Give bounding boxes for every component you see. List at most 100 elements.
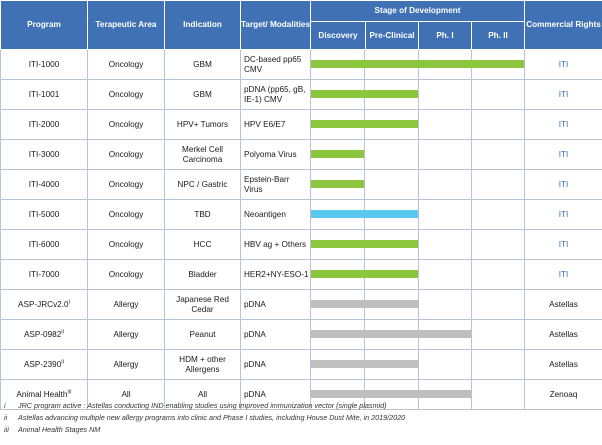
table-row: ASP-JRCv2.0I Allergy Japanese Red Cedar pDN… bbox=[0, 289, 602, 320]
indication-cell: HCC bbox=[164, 229, 241, 260]
stage-cell bbox=[310, 49, 525, 80]
table-row: Animal HealthIII All All pDNA Zenoaq bbox=[0, 379, 602, 410]
footnote: iii Animal Health Stages NM bbox=[0, 424, 602, 436]
header-stage: Stage of Development bbox=[310, 0, 525, 22]
indication-cell: HPV+ Tumors bbox=[164, 109, 241, 140]
program-name: ITI-4000 bbox=[28, 179, 60, 189]
footnote-text: Astellas advancing multiple new allergy … bbox=[18, 413, 406, 422]
footnote-number: ii bbox=[4, 413, 8, 422]
program-name: ITI-6000 bbox=[28, 239, 60, 249]
stage-progress-bar bbox=[311, 210, 418, 218]
program-name: ITI-5000 bbox=[28, 209, 60, 219]
program-cell: ITI-1000 bbox=[0, 49, 88, 80]
area-cell: Oncology bbox=[87, 79, 165, 110]
rights-cell: Astellas bbox=[524, 349, 602, 380]
stage-cell bbox=[310, 79, 525, 110]
table-row: ITI-2000 Oncology HPV+ Tumors HPV E6/E7 ITI bbox=[0, 109, 602, 140]
table-row: ASP-2390II Allergy HDM + other Allergens pD… bbox=[0, 349, 602, 380]
rights-cell: ITI bbox=[524, 109, 602, 140]
header-stage-ph1: Ph. I bbox=[418, 21, 472, 50]
indication-cell: HDM + other Allergens bbox=[164, 349, 241, 380]
stage-cell bbox=[310, 349, 525, 380]
footnote-number: iii bbox=[4, 425, 9, 434]
program-cell: ITI-6000 bbox=[0, 229, 88, 260]
table-row: ITI-6000 Oncology HCC HBV ag + Others ITI bbox=[0, 229, 602, 260]
program-cell: ASP-JRCv2.0I bbox=[0, 289, 88, 320]
header-stage-ph2: Ph. II bbox=[471, 21, 525, 50]
stage-progress-bar bbox=[311, 390, 471, 398]
header-therapeutic-area: Terapeutic Area bbox=[87, 0, 165, 50]
target-cell: pDNA bbox=[240, 289, 311, 320]
footnote: i JRC program active : Astellas conductin… bbox=[0, 400, 602, 412]
program-footnote-ref: II bbox=[61, 328, 65, 335]
header-indication: Indication bbox=[164, 0, 241, 50]
program-cell: ITI-3000 bbox=[0, 139, 88, 170]
area-cell: Oncology bbox=[87, 49, 165, 80]
area-cell: Oncology bbox=[87, 259, 165, 290]
footnotes: i JRC program active : Astellas conductin… bbox=[0, 400, 602, 436]
area-cell: Oncology bbox=[87, 109, 165, 140]
program-name: ASP-2390 bbox=[23, 359, 62, 369]
stage-progress-bar bbox=[311, 270, 418, 278]
program-cell: ITI-2000 bbox=[0, 109, 88, 140]
footnote-number: i bbox=[4, 401, 6, 410]
area-cell: Oncology bbox=[87, 199, 165, 230]
area-cell: Allergy bbox=[87, 289, 165, 320]
target-cell: pDNA bbox=[240, 349, 311, 380]
rights-cell: ITI bbox=[524, 259, 602, 290]
stage-cell bbox=[310, 289, 525, 320]
program-name: ITI-3000 bbox=[28, 149, 60, 159]
rights-cell: ITI bbox=[524, 79, 602, 110]
footnote-text: Animal Health Stages NM bbox=[18, 425, 101, 434]
stage-cell bbox=[310, 229, 525, 260]
stage-progress-bar bbox=[311, 120, 418, 128]
target-cell: pDNA bbox=[240, 319, 311, 350]
target-cell: HBV ag + Others bbox=[240, 229, 311, 260]
table-row: ASP-0982II Allergy Peanut pDNA Astellas bbox=[0, 319, 602, 350]
footnote: ii Astellas advancing multiple new allerg… bbox=[0, 412, 602, 424]
area-cell: Allergy bbox=[87, 349, 165, 380]
program-name: Animal Health bbox=[16, 389, 68, 399]
stage-cell bbox=[310, 319, 525, 350]
footnote-text: JRC program active : Astellas conducting… bbox=[18, 401, 387, 410]
rights-cell: ITI bbox=[524, 229, 602, 260]
rights-cell: ITI bbox=[524, 139, 602, 170]
program-name: ASP-0982 bbox=[23, 329, 62, 339]
header-target: Target/ Modalities bbox=[240, 0, 311, 50]
program-footnote-ref: II bbox=[61, 358, 65, 365]
indication-cell: GBM bbox=[164, 49, 241, 80]
program-footnote-ref: I bbox=[68, 298, 70, 305]
target-cell: HER2+NY-ESO-1 bbox=[240, 259, 311, 290]
stage-cell bbox=[310, 139, 525, 170]
indication-cell: TBD bbox=[164, 199, 241, 230]
area-cell: Oncology bbox=[87, 229, 165, 260]
target-cell: Neoantigen bbox=[240, 199, 311, 230]
stage-cell bbox=[310, 109, 525, 140]
program-footnote-ref: III bbox=[67, 388, 72, 395]
stage-cell bbox=[310, 259, 525, 290]
rights-cell: Astellas bbox=[524, 289, 602, 320]
stage-progress-bar bbox=[311, 300, 418, 308]
indication-cell: NPC / Gastric bbox=[164, 169, 241, 200]
target-cell: Polyoma Virus bbox=[240, 139, 311, 170]
program-cell: ITI-5000 bbox=[0, 199, 88, 230]
stage-progress-bar bbox=[311, 360, 418, 368]
program-name: ITI-1001 bbox=[28, 89, 60, 99]
program-name: ITI-1000 bbox=[28, 59, 60, 69]
table-row: ITI-1001 Oncology GBM pDNA (pp65, gB, IE-1)… bbox=[0, 79, 602, 110]
rights-cell: Zenoaq bbox=[524, 379, 602, 410]
header-rights: Commercial Rights bbox=[524, 0, 602, 50]
program-name: ITI-2000 bbox=[28, 119, 60, 129]
stage-progress-bar bbox=[311, 60, 524, 68]
indication-cell: Peanut bbox=[164, 319, 241, 350]
stage-progress-bar bbox=[311, 180, 365, 188]
stage-progress-bar bbox=[311, 90, 418, 98]
indication-cell: GBM bbox=[164, 79, 241, 110]
rights-cell: Astellas bbox=[524, 319, 602, 350]
table-row: ITI-1000 Oncology GBM DC-based pp65 CMV ITI bbox=[0, 49, 602, 80]
table-row: ITI-3000 Oncology Merkel Cell Carcinoma Pol… bbox=[0, 139, 602, 170]
header-program: Program bbox=[0, 0, 88, 50]
table-row: ITI-5000 Oncology TBD Neoantigen ITI bbox=[0, 199, 602, 230]
table-row: ITI-4000 Oncology NPC / Gastric Epstein-Bar… bbox=[0, 169, 602, 200]
target-cell: DC-based pp65 CMV bbox=[240, 49, 311, 80]
